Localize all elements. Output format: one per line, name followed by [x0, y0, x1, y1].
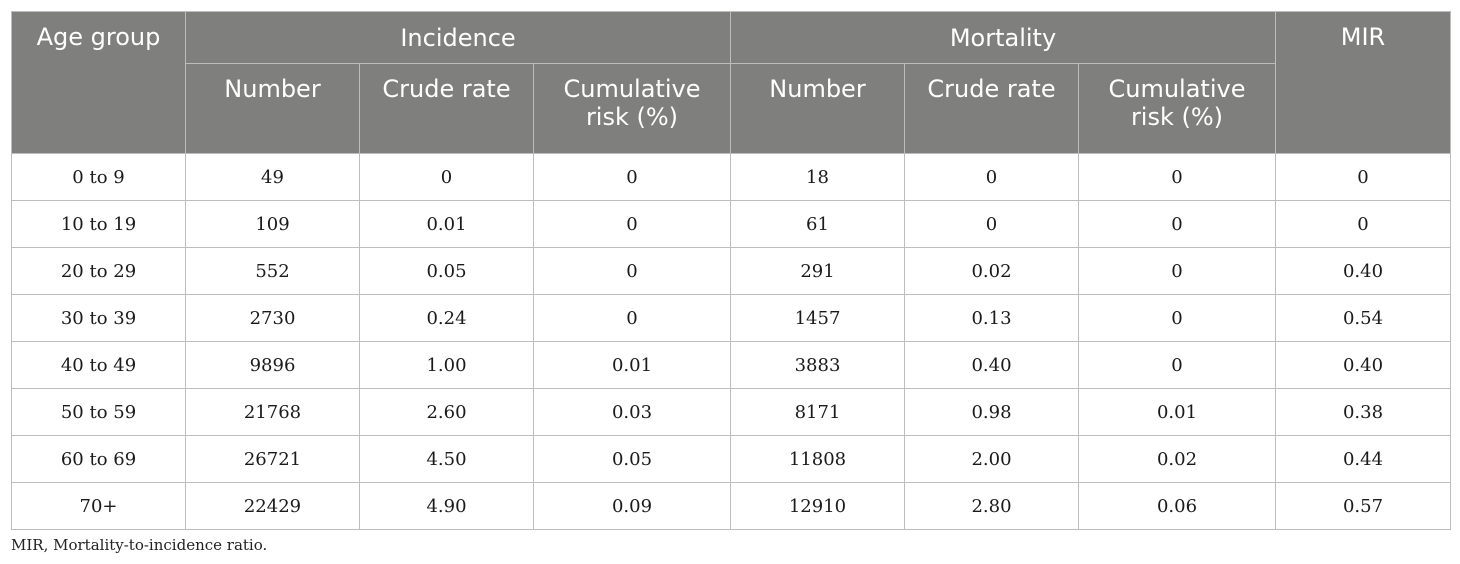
cell-incidence-crude-rate: 4.90: [359, 482, 534, 530]
cell-incidence-crude-rate: 0.01: [359, 200, 534, 248]
table-row: 70+ 22429 4.90 0.09 12910 2.80 0.06 0.57: [11, 482, 1451, 530]
header-row-groups: Age group Incidence Mortality MIR: [11, 11, 1451, 154]
header-incidence: Incidence: [185, 11, 731, 64]
cell-mortality-cumulative-risk: 0: [1078, 200, 1276, 248]
header-mortality-cumulative-risk: Cumulative risk (%): [1078, 63, 1276, 154]
cell-mortality-number: 18: [730, 153, 905, 201]
cell-mir: 0.44: [1275, 435, 1451, 483]
cell-mir: 0.40: [1275, 341, 1451, 389]
cell-incidence-crude-rate: 0.24: [359, 294, 534, 342]
cell-mortality-crude-rate: 0: [904, 153, 1079, 201]
cell-age-group: 0 to 9: [11, 153, 186, 201]
cell-mortality-cumulative-risk: 0: [1078, 294, 1276, 342]
cell-mortality-crude-rate: 0.98: [904, 388, 1079, 436]
cell-incidence-cumulative-risk: 0: [533, 153, 731, 201]
cell-age-group: 60 to 69: [11, 435, 186, 483]
cell-mortality-crude-rate: 0.02: [904, 247, 1079, 295]
cell-age-group: 50 to 59: [11, 388, 186, 436]
header-mortality: Mortality: [730, 11, 1276, 64]
cell-incidence-cumulative-risk: 0.05: [533, 435, 731, 483]
cell-mortality-number: 12910: [730, 482, 905, 530]
table-body: 0 to 9 49 0 0 18 0 0 0 10 to 19 109 0.01…: [11, 153, 1451, 530]
cell-incidence-number: 49: [185, 153, 360, 201]
cell-mir: 0.40: [1275, 247, 1451, 295]
cell-incidence-crude-rate: 0: [359, 153, 534, 201]
table-footnote: MIR, Mortality-to-incidence ratio.: [11, 536, 268, 554]
table-row: 30 to 39 2730 0.24 0 1457 0.13 0 0.54: [11, 294, 1451, 342]
cell-mortality-cumulative-risk: 0.02: [1078, 435, 1276, 483]
table-row: 50 to 59 21768 2.60 0.03 8171 0.98 0.01 …: [11, 388, 1451, 436]
cell-mortality-crude-rate: 2.00: [904, 435, 1079, 483]
header-age-group: Age group: [11, 11, 186, 154]
header-incidence-cumulative-risk: Cumulative risk (%): [533, 63, 731, 154]
cell-mortality-crude-rate: 0: [904, 200, 1079, 248]
cell-mortality-crude-rate: 0.13: [904, 294, 1079, 342]
header-mir: MIR: [1275, 11, 1451, 154]
cell-incidence-number: 21768: [185, 388, 360, 436]
cell-mortality-cumulative-risk: 0.06: [1078, 482, 1276, 530]
cell-incidence-number: 9896: [185, 341, 360, 389]
cell-age-group: 10 to 19: [11, 200, 186, 248]
table-row: 60 to 69 26721 4.50 0.05 11808 2.00 0.02…: [11, 435, 1451, 483]
cell-age-group: 20 to 29: [11, 247, 186, 295]
cell-mortality-crude-rate: 0.40: [904, 341, 1079, 389]
cell-incidence-number: 26721: [185, 435, 360, 483]
cell-age-group: 40 to 49: [11, 341, 186, 389]
cell-mir: 0: [1275, 153, 1451, 201]
table-row: 20 to 29 552 0.05 0 291 0.02 0 0.40: [11, 247, 1451, 295]
cell-incidence-number: 2730: [185, 294, 360, 342]
cell-mortality-cumulative-risk: 0: [1078, 247, 1276, 295]
cell-age-group: 70+: [11, 482, 186, 530]
cell-mortality-number: 8171: [730, 388, 905, 436]
cell-incidence-crude-rate: 4.50: [359, 435, 534, 483]
cell-mortality-crude-rate: 2.80: [904, 482, 1079, 530]
cell-mortality-cumulative-risk: 0: [1078, 341, 1276, 389]
header-mortality-number: Number: [730, 63, 905, 154]
cell-mir: 0.54: [1275, 294, 1451, 342]
cell-incidence-cumulative-risk: 0: [533, 294, 731, 342]
cell-mortality-cumulative-risk: 0.01: [1078, 388, 1276, 436]
cell-mortality-number: 291: [730, 247, 905, 295]
incidence-mortality-table: Age group Incidence Mortality MIR Number…: [11, 11, 1451, 530]
cell-mir: 0: [1275, 200, 1451, 248]
header-incidence-number: Number: [185, 63, 360, 154]
cell-incidence-cumulative-risk: 0: [533, 247, 731, 295]
cell-incidence-crude-rate: 2.60: [359, 388, 534, 436]
cell-incidence-cumulative-risk: 0.09: [533, 482, 731, 530]
cell-mir: 0.38: [1275, 388, 1451, 436]
cell-incidence-cumulative-risk: 0: [533, 200, 731, 248]
cell-mir: 0.57: [1275, 482, 1451, 530]
table-row: 0 to 9 49 0 0 18 0 0 0: [11, 153, 1451, 201]
cell-mortality-number: 11808: [730, 435, 905, 483]
cell-incidence-cumulative-risk: 0.03: [533, 388, 731, 436]
cell-mortality-number: 61: [730, 200, 905, 248]
cell-mortality-number: 1457: [730, 294, 905, 342]
cell-incidence-number: 22429: [185, 482, 360, 530]
cell-incidence-cumulative-risk: 0.01: [533, 341, 731, 389]
cell-incidence-crude-rate: 1.00: [359, 341, 534, 389]
cell-incidence-crude-rate: 0.05: [359, 247, 534, 295]
header-row-sub: Number Crude rate Cumulative risk (%) Nu…: [12, 63, 1451, 154]
header-incidence-crude-rate: Crude rate: [359, 63, 534, 154]
cell-incidence-number: 109: [185, 200, 360, 248]
cell-age-group: 30 to 39: [11, 294, 186, 342]
header-mortality-crude-rate: Crude rate: [904, 63, 1079, 154]
table-row: 40 to 49 9896 1.00 0.01 3883 0.40 0 0.40: [11, 341, 1451, 389]
cell-incidence-number: 552: [185, 247, 360, 295]
table-row: 10 to 19 109 0.01 0 61 0 0 0: [11, 200, 1451, 248]
cell-mortality-number: 3883: [730, 341, 905, 389]
data-table-container: Age group Incidence Mortality MIR Number…: [11, 11, 1451, 530]
cell-mortality-cumulative-risk: 0: [1078, 153, 1276, 201]
